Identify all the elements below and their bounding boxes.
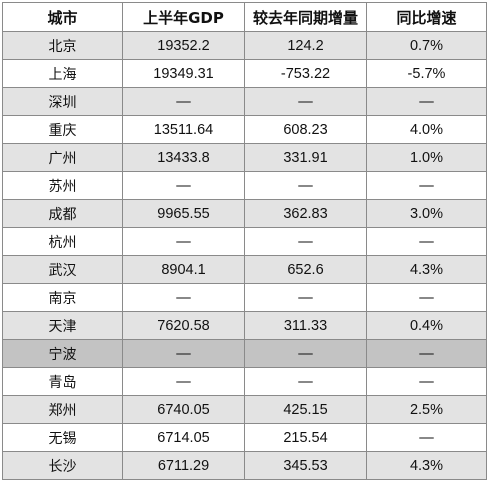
header-gdp: 上半年GDP <box>122 2 245 32</box>
table-row: 苏州 — — — <box>2 171 487 200</box>
gdp-cell: 13433.8 <box>122 143 245 172</box>
increase-cell: 608.23 <box>244 115 367 144</box>
increase-cell: 425.15 <box>244 395 367 424</box>
table-row: 长沙 6711.29 345.53 4.3% <box>2 451 487 480</box>
gdp-cell: — <box>122 339 245 368</box>
table-row: 武汉 8904.1 652.6 4.3% <box>2 255 487 284</box>
table-row: 青岛 — — — <box>2 367 487 396</box>
gdp-cell: 19349.31 <box>122 59 245 88</box>
city-cell: 上海 <box>2 59 123 88</box>
header-row: 城市 上半年GDP 较去年同期增量 同比增速 <box>2 2 487 32</box>
gdp-cell: 19352.2 <box>122 31 245 60</box>
table-row: 郑州 6740.05 425.15 2.5% <box>2 395 487 424</box>
increase-cell: 345.53 <box>244 451 367 480</box>
city-cell: 杭州 <box>2 227 123 256</box>
gdp-cell: 6714.05 <box>122 423 245 452</box>
table-row: 上海 19349.31 -753.22 -5.7% <box>2 59 487 88</box>
gdp-cell: 6711.29 <box>122 451 245 480</box>
growth-cell: — <box>366 423 487 452</box>
table-row: 无锡 6714.05 215.54 — <box>2 423 487 452</box>
increase-cell: — <box>244 367 367 396</box>
increase-cell: 652.6 <box>244 255 367 284</box>
increase-cell: 331.91 <box>244 143 367 172</box>
growth-cell: -5.7% <box>366 59 487 88</box>
increase-cell: — <box>244 339 367 368</box>
table-row: 杭州 — — — <box>2 227 487 256</box>
table-row: 重庆 13511.64 608.23 4.0% <box>2 115 487 144</box>
gdp-cell: — <box>122 227 245 256</box>
city-cell: 郑州 <box>2 395 123 424</box>
gdp-cell: — <box>122 171 245 200</box>
growth-cell: — <box>366 171 487 200</box>
growth-cell: 1.0% <box>366 143 487 172</box>
increase-cell: 124.2 <box>244 31 367 60</box>
city-cell: 成都 <box>2 199 123 228</box>
increase-cell: 362.83 <box>244 199 367 228</box>
growth-cell: 0.7% <box>366 31 487 60</box>
gdp-cell: — <box>122 283 245 312</box>
table-row: 南京 — — — <box>2 283 487 312</box>
city-cell: 苏州 <box>2 171 123 200</box>
growth-cell: — <box>366 367 487 396</box>
growth-cell: — <box>366 227 487 256</box>
increase-cell: -753.22 <box>244 59 367 88</box>
city-cell: 青岛 <box>2 367 123 396</box>
header-city: 城市 <box>2 2 123 32</box>
city-cell: 天津 <box>2 311 123 340</box>
growth-cell: — <box>366 339 487 368</box>
growth-cell: 0.4% <box>366 311 487 340</box>
gdp-cell: 9965.55 <box>122 199 245 228</box>
header-increase: 较去年同期增量 <box>244 2 367 32</box>
growth-cell: 4.0% <box>366 115 487 144</box>
increase-cell: — <box>244 227 367 256</box>
table-row: 广州 13433.8 331.91 1.0% <box>2 143 487 172</box>
city-cell: 广州 <box>2 143 123 172</box>
table-row: 成都 9965.55 362.83 3.0% <box>2 199 487 228</box>
growth-cell: 3.0% <box>366 199 487 228</box>
growth-cell: 2.5% <box>366 395 487 424</box>
table-row: 北京 19352.2 124.2 0.7% <box>2 31 487 60</box>
increase-cell: 311.33 <box>244 311 367 340</box>
city-cell: 深圳 <box>2 87 123 116</box>
city-cell: 南京 <box>2 283 123 312</box>
table-row: 宁波 — — — <box>2 339 487 368</box>
growth-cell: — <box>366 87 487 116</box>
table-row: 深圳 — — — <box>2 87 487 116</box>
gdp-cell: — <box>122 87 245 116</box>
increase-cell: — <box>244 87 367 116</box>
gdp-cell: 13511.64 <box>122 115 245 144</box>
gdp-cell: 8904.1 <box>122 255 245 284</box>
city-cell: 长沙 <box>2 451 123 480</box>
growth-cell: 4.3% <box>366 255 487 284</box>
city-cell: 无锡 <box>2 423 123 452</box>
city-cell: 宁波 <box>2 339 123 368</box>
city-cell: 重庆 <box>2 115 123 144</box>
increase-cell: — <box>244 283 367 312</box>
header-growth: 同比增速 <box>366 2 487 32</box>
gdp-cell: 6740.05 <box>122 395 245 424</box>
increase-cell: 215.54 <box>244 423 367 452</box>
city-cell: 武汉 <box>2 255 123 284</box>
increase-cell: — <box>244 171 367 200</box>
table-row: 天津 7620.58 311.33 0.4% <box>2 311 487 340</box>
gdp-cell: — <box>122 367 245 396</box>
growth-cell: — <box>366 283 487 312</box>
gdp-cell: 7620.58 <box>122 311 245 340</box>
growth-cell: 4.3% <box>366 451 487 480</box>
city-cell: 北京 <box>2 31 123 60</box>
